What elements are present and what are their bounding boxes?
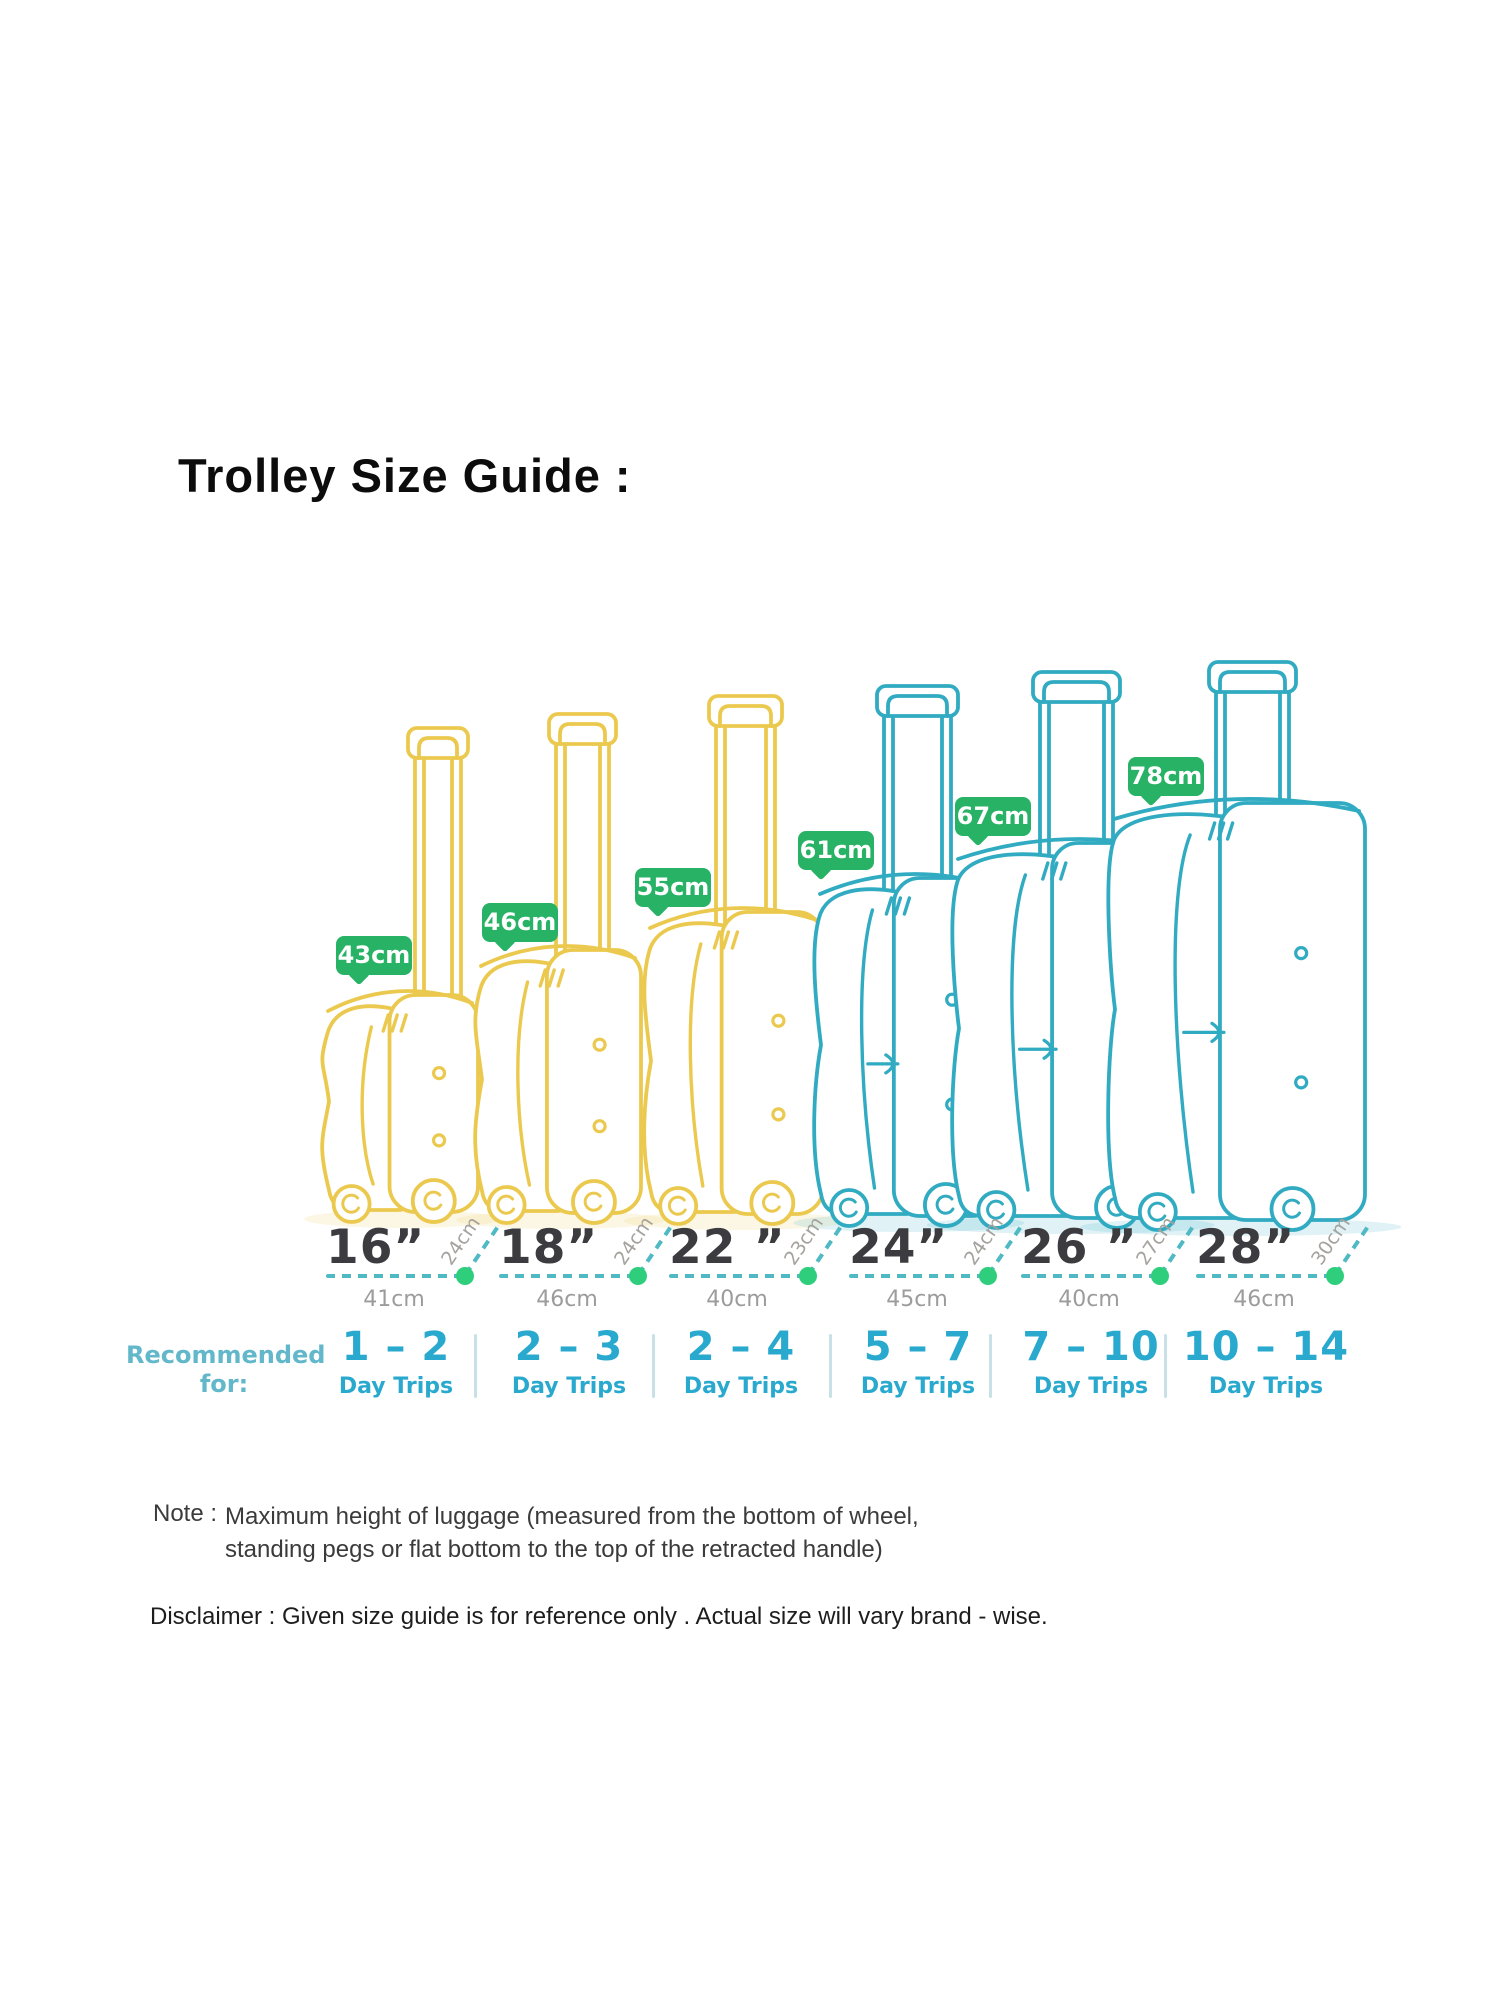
height-badge: 55cm: [635, 868, 711, 907]
recommended-for-label: Recommended for:: [126, 1341, 326, 1400]
width-dash-line: [849, 1274, 985, 1278]
day-trips-label: Day Trips: [511, 1374, 627, 1399]
day-trips-label: Day Trips: [683, 1374, 799, 1399]
width-dash-line: [499, 1274, 635, 1278]
width-dash-line: [1196, 1274, 1332, 1278]
day-trips-label: Day Trips: [338, 1374, 454, 1399]
width-label: 40cm: [1058, 1287, 1120, 1312]
measure-dot: [979, 1267, 997, 1285]
recommended-line1: Recommended: [126, 1341, 326, 1369]
depth-label: 30cm: [1307, 1212, 1355, 1270]
measure-dot: [799, 1267, 817, 1285]
width-label: 41cm: [363, 1287, 425, 1312]
ruler-section: 26 ” 27cm 40cm: [1021, 1213, 1197, 1330]
recommended-line2: for:: [199, 1370, 249, 1399]
suitcase-6: [1080, 660, 1402, 1236]
day-trips-cell: 2 – 4 Day Trips: [656, 1324, 826, 1399]
day-trips-label: Day Trips: [860, 1374, 976, 1399]
suitcase-2: [456, 712, 665, 1229]
size-inches-label: 24”: [849, 1220, 949, 1275]
size-inches-label: 26 ”: [1021, 1220, 1138, 1275]
day-trips-label: Day Trips: [1208, 1374, 1324, 1399]
depth-label: 23cm: [780, 1212, 828, 1270]
day-range: 2 – 4: [686, 1324, 796, 1370]
ruler-section: 24” 24cm 45cm: [849, 1213, 1025, 1330]
height-badge: 78cm: [1128, 757, 1204, 796]
day-range: 7 – 10: [1022, 1324, 1160, 1370]
depth-label: 24cm: [437, 1212, 485, 1270]
disclaimer-text: Disclaimer : Given size guide is for ref…: [150, 1603, 1048, 1630]
width-label: 46cm: [1233, 1287, 1295, 1312]
day-range: 2 – 3: [514, 1324, 624, 1370]
measure-dot: [456, 1267, 474, 1285]
day-range: 10 – 14: [1182, 1324, 1350, 1370]
ruler-section: 22 ” 23cm 40cm: [669, 1213, 845, 1330]
depth-label: 27cm: [1132, 1212, 1180, 1270]
size-inches-label: 16”: [326, 1220, 426, 1275]
day-trips-label: Day Trips: [1033, 1374, 1149, 1399]
measure-dot: [1326, 1267, 1344, 1285]
suitcase-1: [304, 726, 501, 1228]
day-cell-divider: [989, 1334, 992, 1398]
note-block: Note : Maximum height of luggage (measur…: [153, 1500, 919, 1566]
width-dash-line: [326, 1274, 462, 1278]
suitcase-3: [623, 694, 849, 1230]
day-cell-divider: [1164, 1334, 1167, 1398]
day-cell-divider: [829, 1334, 832, 1398]
height-badge: 46cm: [482, 903, 558, 942]
height-badge: 43cm: [336, 936, 412, 975]
measure-dot: [1151, 1267, 1169, 1285]
day-range: 1 – 2: [341, 1324, 451, 1370]
day-trips-cell: 2 – 3 Day Trips: [484, 1324, 654, 1399]
note-line1: Maximum height of luggage (measured from…: [225, 1503, 919, 1530]
depth-label: 24cm: [960, 1212, 1008, 1270]
size-inches-label: 18”: [499, 1220, 599, 1275]
depth-label: 24cm: [610, 1212, 658, 1270]
suitcase-4: [793, 684, 1025, 1232]
width-label: 40cm: [706, 1287, 768, 1312]
size-inches-label: 28”: [1196, 1220, 1296, 1275]
day-range: 5 – 7: [863, 1324, 973, 1370]
size-inches-label: 22 ”: [669, 1220, 786, 1275]
note-line2: standing pegs or flat bottom to the top …: [225, 1536, 883, 1563]
day-trips-cell: 7 – 10 Day Trips: [1006, 1324, 1176, 1399]
day-trips-cell: 5 – 7 Day Trips: [833, 1324, 1003, 1399]
day-trips-cell: 1 – 2 Day Trips: [311, 1324, 481, 1399]
height-badge: 61cm: [798, 831, 874, 870]
width-dash-line: [669, 1274, 805, 1278]
measure-dot: [629, 1267, 647, 1285]
ruler-section: 18” 24cm 46cm: [499, 1213, 675, 1330]
day-trips-cell: 10 – 14 Day Trips: [1181, 1324, 1351, 1399]
note-label: Note :: [153, 1500, 218, 1527]
height-badge: 67cm: [955, 797, 1031, 836]
width-label: 45cm: [886, 1287, 948, 1312]
width-dash-line: [1021, 1274, 1157, 1278]
page-title: Trolley Size Guide :: [178, 449, 632, 502]
width-label: 46cm: [536, 1287, 598, 1312]
day-cell-divider: [652, 1334, 655, 1398]
day-cell-divider: [474, 1334, 477, 1398]
ruler-section: 28” 30cm 46cm: [1196, 1213, 1372, 1330]
ruler-section: 16” 24cm 41cm: [326, 1213, 502, 1330]
